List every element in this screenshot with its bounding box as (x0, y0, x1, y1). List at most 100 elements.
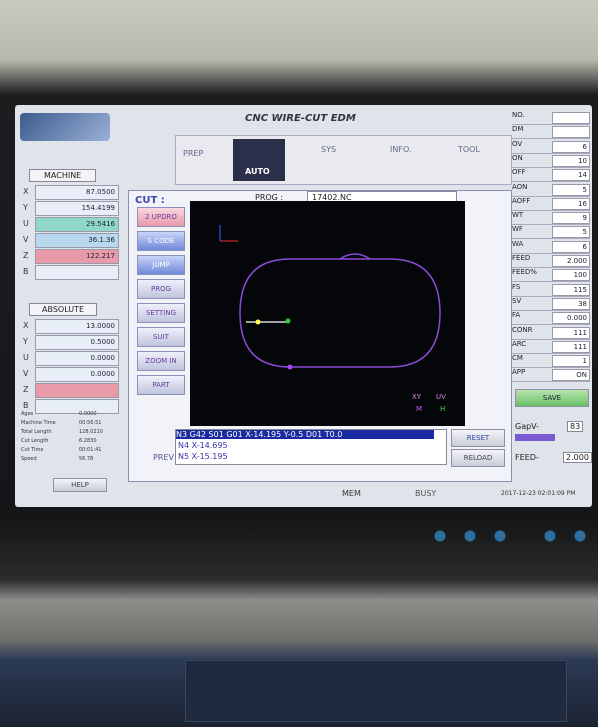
prev-button[interactable]: PREV (153, 453, 174, 462)
param-box (552, 126, 590, 138)
gap-label: GapV- (515, 422, 539, 431)
param-box: 38 (552, 298, 590, 310)
axis-name: U (23, 219, 29, 228)
busy-status: BUSY (415, 489, 436, 498)
side-button[interactable]: SETTING (137, 303, 185, 323)
param-row: CM1 (512, 354, 590, 368)
tab[interactable]: AUTO (245, 167, 270, 176)
axis-value: 87.0500 (86, 188, 115, 196)
side-button[interactable]: S CODE (137, 231, 185, 251)
param-row: ON10 (512, 154, 590, 168)
axis-value: 154.4199 (82, 204, 115, 212)
info-name: Cut Time (21, 447, 43, 453)
param-row: ARC111 (512, 340, 590, 354)
reset-button[interactable]: RESET (451, 429, 505, 447)
side-button[interactable]: ZOOM IN (137, 351, 185, 371)
side-button[interactable]: SUIT (137, 327, 185, 347)
param-box: 5 (552, 184, 590, 196)
param-value: 14 (578, 171, 587, 179)
control-panel (185, 660, 567, 722)
axis-name: Y (23, 337, 28, 346)
tab[interactable]: TOOL (458, 145, 480, 154)
axis-value-cell: 0.0000 (35, 351, 119, 366)
param-box: 6 (552, 141, 590, 153)
current-point (286, 319, 291, 324)
param-row: APPON (512, 368, 590, 382)
param-box: 5 (552, 226, 590, 238)
axis-name: V (23, 235, 28, 244)
axis-value: 0.0000 (91, 370, 116, 378)
info-value: 00:56:51 (79, 420, 101, 426)
info-value: 128.0210 (79, 429, 103, 435)
info-value: 00:01:41 (79, 447, 101, 453)
axis-name: U (23, 353, 29, 362)
axis-value-cell (35, 383, 119, 398)
param-value: 115 (574, 286, 587, 294)
info-name: Cut Length (21, 438, 48, 444)
gap-meter (515, 434, 555, 441)
param-row: SV38 (512, 297, 590, 311)
param-value: 5 (583, 228, 587, 236)
tab[interactable]: PREP (183, 149, 203, 158)
feed-value: 2.000 (563, 452, 592, 463)
legend-uv: UV (436, 393, 446, 401)
program-line: N4 X-14.695 (178, 441, 228, 450)
param-row: FEED%100 (512, 268, 590, 282)
axis-name: B (23, 267, 29, 276)
legend-m: M (416, 405, 422, 413)
side-button[interactable]: PROG (137, 279, 185, 299)
param-value: 5 (583, 186, 587, 194)
absolute-label: ABSOLUTE (29, 303, 97, 316)
param-row: AOFF16 (512, 197, 590, 211)
axis-value-cell: 0.0000 (35, 367, 119, 382)
help-button[interactable]: HELP (53, 478, 107, 492)
param-row: NO. (512, 111, 590, 125)
tab[interactable]: SYS (321, 145, 336, 154)
side-button[interactable]: PART (137, 375, 185, 395)
photo: CNC WIRE-CUT EDM PREP AUTO SYS INFO. TOO… (0, 0, 598, 727)
axis-name: Y (23, 203, 28, 212)
param-value: 2.000 (567, 257, 587, 265)
feed-label: FEED- (515, 453, 539, 462)
info-value: 6.2830 (79, 438, 97, 444)
axis-value: 0.0000 (91, 354, 116, 362)
logo (20, 113, 110, 141)
param-box: 100 (552, 269, 590, 281)
param-row: DM (512, 125, 590, 139)
axis-value-cell: 0.5000 (35, 335, 119, 350)
datetime: 2017-12-23 02:01:09 PM (501, 490, 575, 497)
param-value: 6 (583, 143, 587, 151)
side-button[interactable]: JUMP (137, 255, 185, 275)
info-name: Machine Time (21, 420, 56, 426)
param-box: 115 (552, 284, 590, 296)
axis-name: V (23, 369, 28, 378)
param-box: 6 (552, 241, 590, 253)
param-value: 6 (583, 243, 587, 251)
legend-h: H (440, 405, 445, 413)
param-box: 9 (552, 212, 590, 224)
param-box: 16 (552, 198, 590, 210)
param-box: 111 (552, 327, 590, 339)
program-line: N5 X-15.195 (178, 452, 228, 461)
save-button[interactable]: SAVE (515, 389, 589, 407)
param-box (552, 112, 590, 124)
side-button[interactable]: 2 UPDRO (137, 207, 185, 227)
axis-value: 13.0000 (86, 322, 115, 330)
param-box: 10 (552, 155, 590, 167)
title: CNC WIRE-CUT EDM (245, 113, 356, 124)
param-value: 38 (578, 300, 587, 308)
info-name: Total Length (21, 429, 52, 435)
reload-button[interactable]: RELOAD (451, 449, 505, 467)
tab[interactable]: INFO. (390, 145, 411, 154)
start-point (256, 320, 261, 325)
axis-value-cell: 36.1.36 (35, 233, 119, 248)
axis-value: 36.1.36 (88, 236, 115, 244)
cut-label: CUT : (135, 195, 165, 206)
axis-value-cell: 154.4199 (35, 201, 119, 216)
